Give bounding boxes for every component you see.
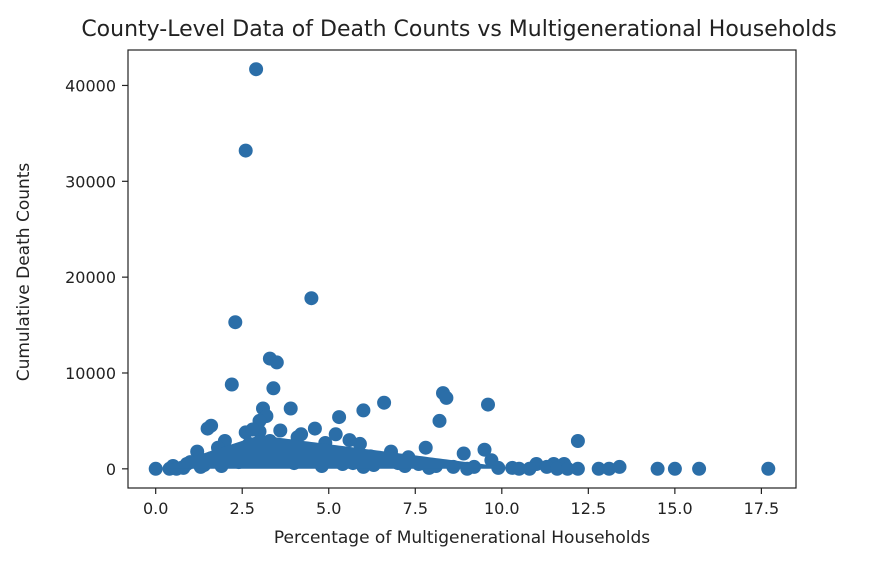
data-point <box>418 440 433 455</box>
x-tick-label: 12.5 <box>571 499 607 518</box>
data-points <box>148 62 776 476</box>
dense-point-cluster <box>166 435 509 469</box>
data-point <box>228 315 243 330</box>
data-point <box>602 461 617 476</box>
data-point <box>273 423 288 438</box>
data-point <box>304 291 319 306</box>
plot-area <box>127 49 797 489</box>
data-point <box>667 461 682 476</box>
y-axis-ticks: 0 10000 20000 30000 40000 <box>65 76 128 479</box>
data-point <box>439 390 454 405</box>
data-point <box>224 377 239 392</box>
data-point <box>692 461 707 476</box>
data-point <box>522 461 537 476</box>
y-tick-label: 10000 <box>65 364 116 383</box>
data-point <box>283 401 298 416</box>
y-tick-label: 30000 <box>65 172 116 191</box>
data-point <box>456 446 471 461</box>
data-point <box>266 381 281 396</box>
data-point <box>650 461 665 476</box>
data-point <box>245 422 260 437</box>
x-axis-label: Percentage of Multigenerational Househol… <box>273 528 651 548</box>
data-point <box>432 413 447 428</box>
data-point <box>761 461 776 476</box>
data-point <box>307 421 322 436</box>
data-point <box>200 421 215 436</box>
data-point <box>249 62 264 77</box>
y-tick-label: 20000 <box>65 268 116 287</box>
data-point <box>481 397 495 412</box>
data-point <box>377 395 392 410</box>
data-point <box>148 461 163 476</box>
data-point <box>269 355 284 370</box>
y-tick-label: 0 <box>106 460 116 479</box>
data-point <box>591 461 606 476</box>
x-tick-label: 2.5 <box>229 499 254 518</box>
data-point <box>238 143 253 158</box>
data-point <box>560 461 575 476</box>
data-point <box>328 427 343 442</box>
x-tick-label: 15.0 <box>657 499 693 518</box>
data-point <box>612 459 627 474</box>
x-tick-label: 5.0 <box>316 499 341 518</box>
y-tick-label: 40000 <box>65 76 116 95</box>
data-point <box>332 410 347 425</box>
x-axis-ticks: 0.0 2.5 5.0 7.5 10.0 12.5 15.0 17.5 <box>143 488 779 518</box>
data-point <box>477 442 492 457</box>
data-point <box>356 403 371 418</box>
data-point <box>342 433 357 448</box>
x-tick-label: 0.0 <box>143 499 168 518</box>
data-point <box>570 461 585 476</box>
y-axis-label: Cumulative Death Counts <box>14 162 34 382</box>
x-tick-label: 7.5 <box>403 499 428 518</box>
data-point <box>550 461 565 476</box>
x-tick-label: 17.5 <box>744 499 780 518</box>
data-point <box>512 461 527 476</box>
data-point <box>570 434 585 448</box>
x-tick-label: 10.0 <box>484 499 520 518</box>
chart-title: County-Level Data of Death Counts vs Mul… <box>81 17 837 42</box>
data-point <box>539 459 554 474</box>
